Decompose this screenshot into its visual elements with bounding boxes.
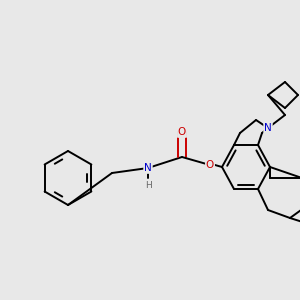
Text: N: N [144, 163, 152, 173]
Text: H: H [145, 181, 152, 190]
Text: O: O [206, 160, 214, 170]
Text: O: O [178, 127, 186, 137]
Text: N: N [264, 123, 272, 133]
